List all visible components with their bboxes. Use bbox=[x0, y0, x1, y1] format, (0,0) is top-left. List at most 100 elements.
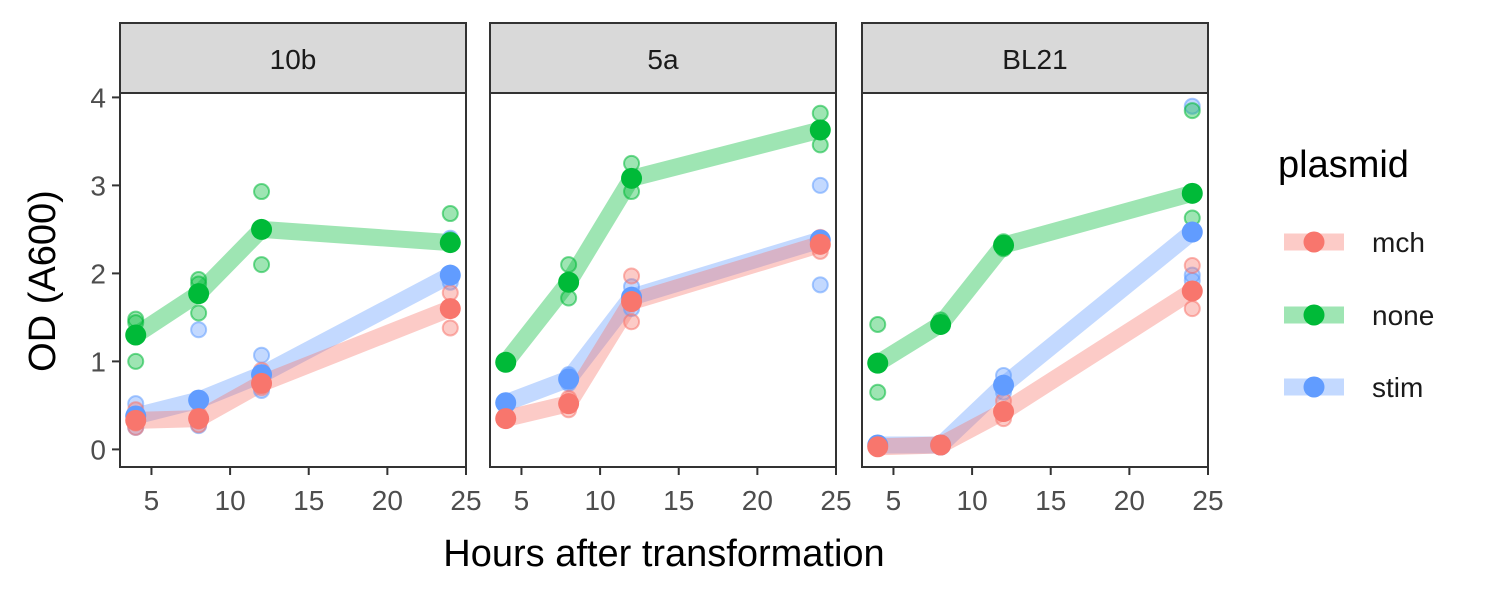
mean-point-mch bbox=[558, 393, 580, 415]
series-line-mch bbox=[135, 300, 454, 429]
mean-point-none bbox=[495, 351, 517, 373]
mean-point-mch bbox=[867, 436, 889, 458]
replicate-point-stim bbox=[811, 176, 829, 194]
legend-item-mch: mch bbox=[1284, 227, 1425, 258]
replicate-point-stim bbox=[1183, 97, 1201, 115]
mean-point-mch bbox=[125, 409, 147, 431]
panel-border bbox=[861, 92, 1209, 468]
series-line-stim bbox=[133, 267, 455, 425]
panel-bl21: BL21 5 10 15 20 25 bbox=[861, 22, 1224, 516]
replicate-point-mch bbox=[1183, 300, 1201, 318]
replicate-point-none bbox=[127, 310, 145, 328]
facet-strip-label: 10b bbox=[270, 44, 317, 75]
legend-key-point bbox=[1303, 231, 1325, 253]
panel-10b: 10b 5 10 15 20 25 0 1 2 3 4 bbox=[90, 22, 482, 516]
x-tick-label: 25 bbox=[820, 485, 851, 516]
mean-point-mch bbox=[251, 372, 273, 394]
series-line-none bbox=[873, 185, 1195, 371]
mean-point-none bbox=[125, 324, 147, 346]
series-line-mch bbox=[877, 283, 1197, 456]
replicate-point-none bbox=[441, 205, 459, 223]
replicate-point-none bbox=[560, 289, 578, 307]
mean-point-none bbox=[867, 352, 889, 374]
replicate-point-none bbox=[560, 256, 578, 274]
x-tick-label: 20 bbox=[1114, 485, 1145, 516]
replicate-point-none bbox=[1183, 102, 1201, 120]
replicate-point-stim bbox=[811, 276, 829, 294]
replicate-point-mch bbox=[1183, 256, 1201, 274]
series-line-none bbox=[499, 121, 823, 368]
mean-point-mch bbox=[993, 401, 1015, 423]
panel-5a: 5a 5 10 15 20 25 bbox=[489, 22, 852, 516]
x-tick-label: 15 bbox=[663, 485, 694, 516]
replicate-point-none bbox=[190, 304, 208, 322]
legend-item-none: none bbox=[1284, 300, 1434, 331]
replicate-point-none bbox=[869, 315, 887, 333]
x-tick-label: 5 bbox=[144, 485, 160, 516]
mean-point-stim bbox=[495, 392, 517, 414]
facet-strip-label: BL21 bbox=[1002, 44, 1067, 75]
panel-border bbox=[119, 92, 467, 468]
replicate-point-mch bbox=[623, 267, 641, 285]
series-line-none bbox=[131, 220, 451, 343]
mean-point-mch bbox=[439, 298, 461, 320]
replicate-point-none bbox=[811, 104, 829, 122]
mean-point-none bbox=[930, 313, 952, 335]
x-tick-label: 10 bbox=[957, 485, 988, 516]
mean-point-none bbox=[188, 283, 210, 305]
series-line-mch bbox=[503, 236, 823, 427]
x-tick-label: 15 bbox=[1035, 485, 1066, 516]
legend-label: mch bbox=[1372, 227, 1425, 258]
mean-point-mch bbox=[495, 408, 517, 430]
replicate-point-none bbox=[869, 383, 887, 401]
facet-strip-label: 5a bbox=[647, 44, 679, 75]
x-tick-label: 15 bbox=[293, 485, 324, 516]
mean-point-stim bbox=[188, 389, 210, 411]
mean-point-stim bbox=[993, 374, 1015, 396]
mean-point-mch bbox=[809, 233, 831, 255]
replicate-point-none bbox=[127, 352, 145, 370]
mean-point-stim bbox=[558, 368, 580, 390]
mean-point-none bbox=[251, 218, 273, 240]
mean-point-none bbox=[993, 234, 1015, 256]
replicate-point-mch bbox=[441, 319, 459, 337]
mean-point-none bbox=[439, 232, 461, 254]
x-tick-label: 20 bbox=[742, 485, 773, 516]
replicate-point-mch bbox=[623, 313, 641, 331]
mean-point-none bbox=[1181, 182, 1203, 204]
mean-point-mch bbox=[1181, 280, 1203, 302]
legend-label: stim bbox=[1372, 372, 1423, 403]
legend-title: plasmid bbox=[1278, 144, 1409, 186]
replicate-point-stim bbox=[190, 321, 208, 339]
y-axis-title: OD (A600) bbox=[22, 190, 64, 372]
facet-strip bbox=[119, 22, 467, 94]
series-line-stim bbox=[502, 231, 823, 411]
y-tick-label: 4 bbox=[90, 82, 106, 113]
panel-border bbox=[489, 92, 837, 468]
y-tick-label: 1 bbox=[90, 346, 106, 377]
x-tick-label: 5 bbox=[514, 485, 530, 516]
y-tick-label: 0 bbox=[90, 434, 106, 465]
legend-item-stim: stim bbox=[1284, 372, 1423, 403]
legend-key-point bbox=[1303, 376, 1325, 398]
replicate-point-none bbox=[253, 183, 271, 201]
mean-point-stim bbox=[439, 264, 461, 286]
replicate-point-stim bbox=[253, 346, 271, 364]
y-tick-label: 2 bbox=[90, 258, 106, 289]
series-line-stim bbox=[877, 225, 1198, 454]
x-tick-label: 20 bbox=[372, 485, 403, 516]
mean-point-none bbox=[809, 119, 831, 141]
replicate-point-mch bbox=[441, 284, 459, 302]
panels-layer: 10b 5 10 15 20 25 0 1 2 3 4 5a 5 10 15 20 25 BL21 5 10 15 20 2… bbox=[90, 22, 1224, 516]
x-tick-label: 25 bbox=[1192, 485, 1223, 516]
mean-point-mch bbox=[930, 434, 952, 456]
legend: mch none stim bbox=[1284, 227, 1434, 403]
x-tick-label: 5 bbox=[886, 485, 902, 516]
legend-label: none bbox=[1372, 300, 1434, 331]
x-tick-label: 25 bbox=[450, 485, 481, 516]
facet-strip bbox=[861, 22, 1209, 94]
mean-point-none bbox=[621, 167, 643, 189]
y-tick-label: 3 bbox=[90, 170, 106, 201]
